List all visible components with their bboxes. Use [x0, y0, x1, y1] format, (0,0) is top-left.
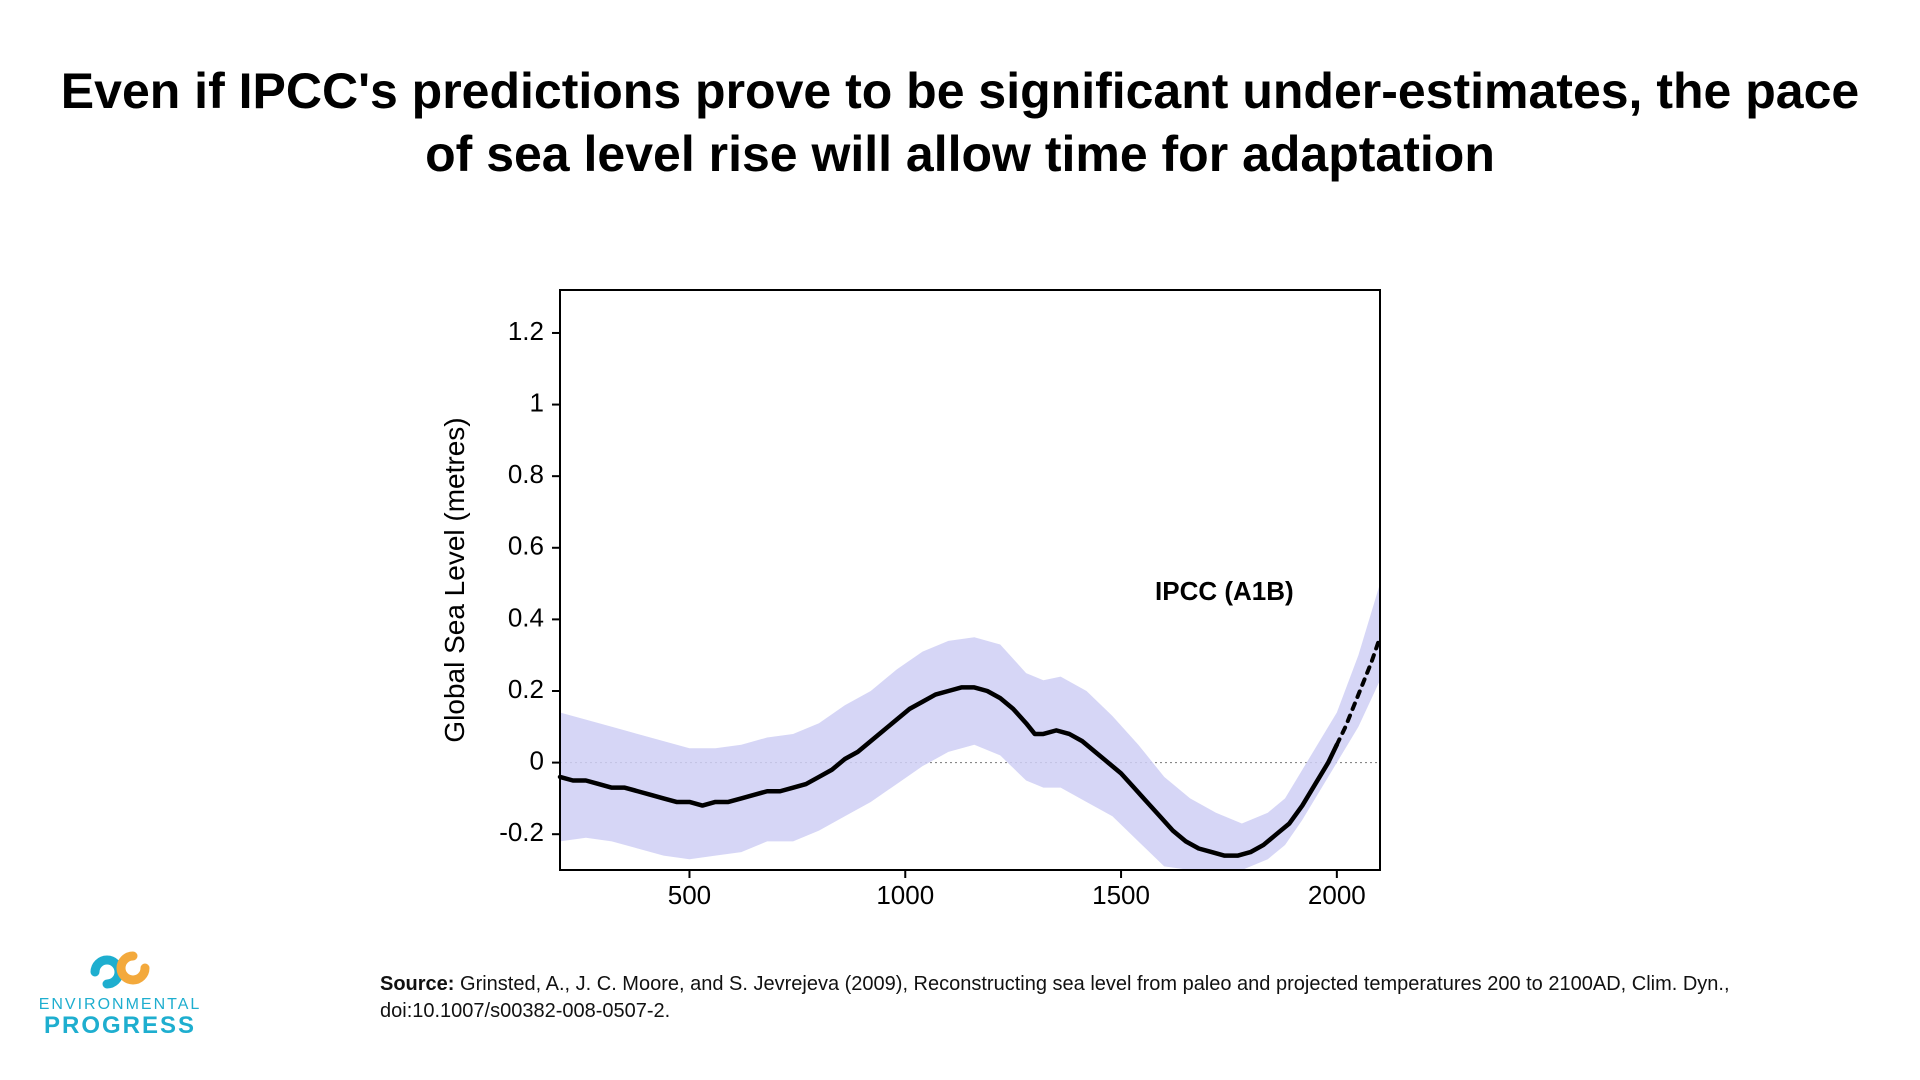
logo-mark-icon: [85, 950, 155, 990]
logo-text-line2: PROGRESS: [30, 1012, 210, 1040]
svg-text:0.2: 0.2: [508, 674, 544, 704]
source-citation: Source: Grinsted, A., J. C. Moore, and S…: [380, 971, 1860, 1025]
slide: Even if IPCC's predictions prove to be s…: [0, 0, 1920, 1080]
source-label: Source:: [380, 973, 454, 995]
svg-text:1500: 1500: [1092, 880, 1150, 910]
svg-text:-0.2: -0.2: [499, 817, 544, 847]
svg-text:1000: 1000: [876, 880, 934, 910]
svg-text:0.4: 0.4: [508, 602, 544, 632]
svg-text:0: 0: [530, 745, 544, 775]
chart-container: -0.2 0 0.2 0.4 0.6 0.8 1 1.2 500 1000 1500 2000 Glo…: [410, 280, 1450, 960]
svg-text:1: 1: [530, 387, 544, 417]
svg-text:500: 500: [668, 880, 711, 910]
source-text: Grinsted, A., J. C. Moore, and S. Jevrej…: [380, 973, 1730, 1022]
svg-text:0.6: 0.6: [508, 531, 544, 561]
environmental-progress-logo: ENVIRONMENTAL PROGRESS: [30, 950, 210, 1040]
ipcc-a1b-annotation: IPCC (A1B): [1155, 576, 1294, 607]
svg-text:0.8: 0.8: [508, 459, 544, 489]
svg-text:1.2: 1.2: [508, 316, 544, 346]
svg-text:2000: 2000: [1308, 880, 1366, 910]
y-axis-label: Global Sea Level (metres): [439, 417, 471, 742]
sea-level-chart: -0.2 0 0.2 0.4 0.6 0.8 1 1.2 500 1000 1500 2000: [410, 280, 1450, 960]
slide-title: Even if IPCC's predictions prove to be s…: [40, 60, 1880, 185]
